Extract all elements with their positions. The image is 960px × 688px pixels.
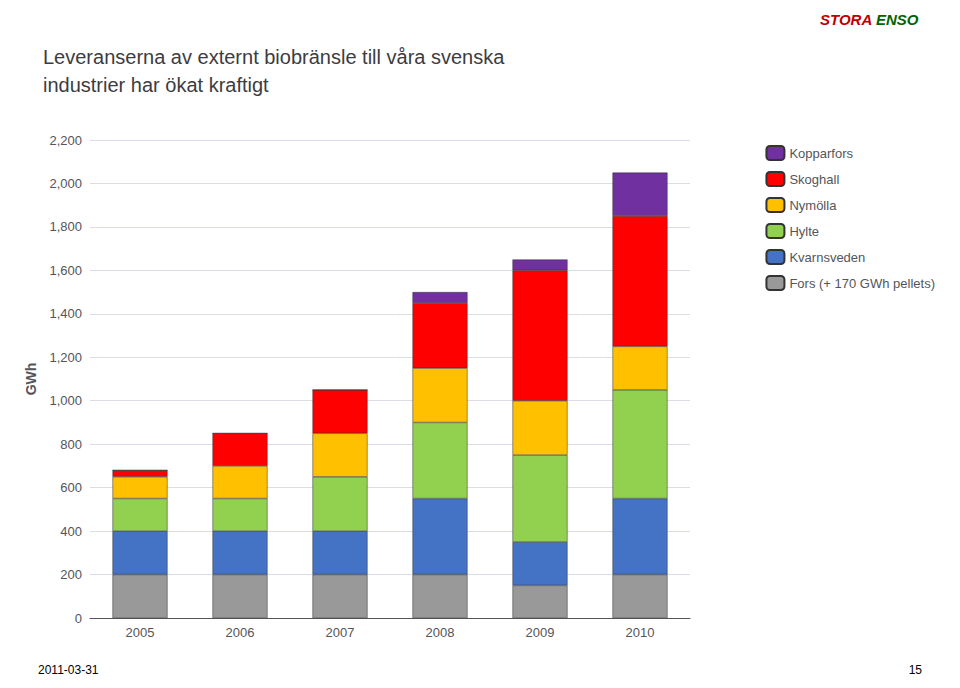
svg-text:400: 400 bbox=[60, 524, 82, 539]
svg-text:Hylte: Hylte bbox=[789, 224, 819, 239]
svg-text:600: 600 bbox=[60, 480, 82, 495]
svg-text:0: 0 bbox=[75, 611, 82, 626]
svg-text:2005: 2005 bbox=[126, 625, 155, 640]
svg-text:1,600: 1,600 bbox=[49, 263, 82, 278]
svg-text:1,800: 1,800 bbox=[49, 219, 82, 234]
svg-text:Skoghall: Skoghall bbox=[789, 172, 839, 187]
svg-text:2,200: 2,200 bbox=[49, 133, 82, 148]
svg-text:2011-03-31: 2011-03-31 bbox=[38, 663, 99, 677]
svg-text:ENSO: ENSO bbox=[876, 11, 919, 28]
svg-text:2,000: 2,000 bbox=[49, 176, 82, 191]
svg-text:Fors (+ 170 GWh pellets): Fors (+ 170 GWh pellets) bbox=[789, 276, 935, 291]
svg-text:2008: 2008 bbox=[426, 625, 455, 640]
svg-text:2006: 2006 bbox=[226, 625, 255, 640]
svg-text:industrier har ökat kraftigt: industrier har ökat kraftigt bbox=[43, 74, 269, 96]
svg-text:Leveranserna av externt biobrä: Leveranserna av externt biobränsle till … bbox=[43, 46, 505, 68]
svg-text:1,400: 1,400 bbox=[49, 306, 82, 321]
svg-text:STORA: STORA bbox=[820, 11, 872, 28]
svg-text:800: 800 bbox=[60, 437, 82, 452]
svg-text:2009: 2009 bbox=[526, 625, 555, 640]
svg-text:2007: 2007 bbox=[326, 625, 355, 640]
svg-text:GWh: GWh bbox=[23, 363, 39, 396]
svg-text:1,000: 1,000 bbox=[49, 393, 82, 408]
svg-text:Kvarnsveden: Kvarnsveden bbox=[789, 250, 865, 265]
svg-text:15: 15 bbox=[909, 663, 923, 677]
svg-text:200: 200 bbox=[60, 567, 82, 582]
svg-text:Kopparfors: Kopparfors bbox=[789, 146, 853, 161]
svg-text:Nymölla: Nymölla bbox=[789, 198, 837, 213]
svg-text:1,200: 1,200 bbox=[49, 350, 82, 365]
svg-text:2010: 2010 bbox=[626, 625, 655, 640]
